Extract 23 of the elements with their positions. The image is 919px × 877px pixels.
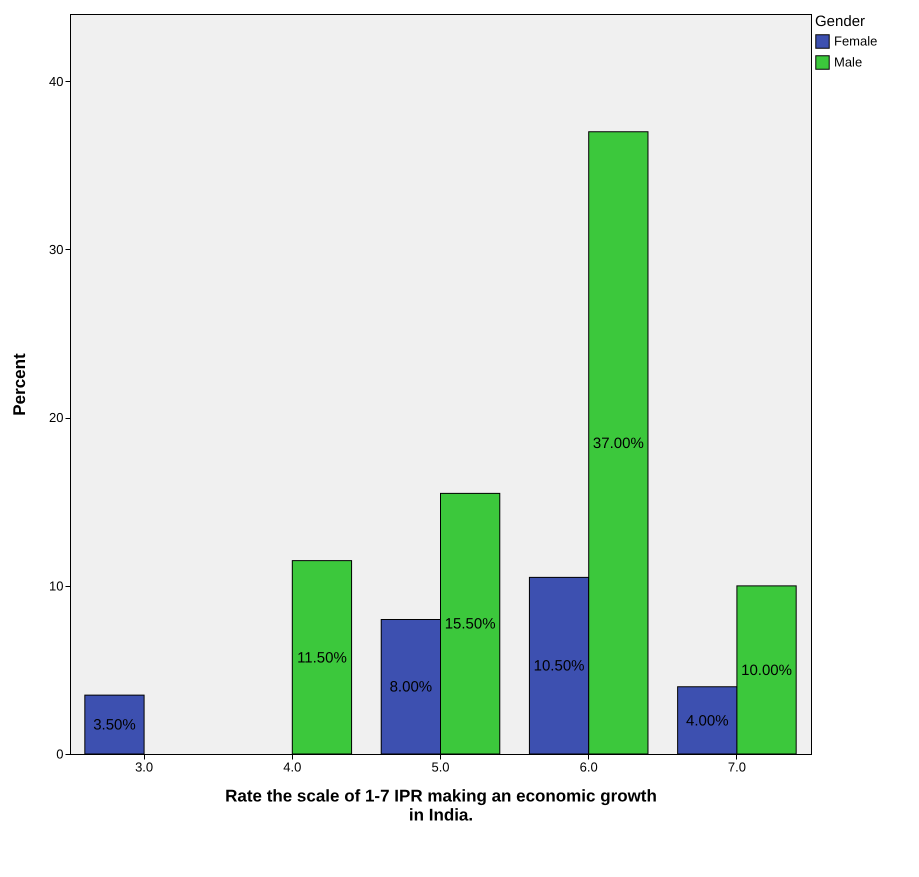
data-label: 4.00% (686, 712, 729, 730)
data-label: 10.50% (534, 658, 584, 675)
data-label: 8.00% (390, 678, 432, 696)
x-tick-label: 7.0 (728, 760, 746, 774)
y-tick-label: 30 (49, 242, 64, 257)
y-tick-label: 20 (49, 410, 64, 426)
y-tick-label: 0 (56, 746, 64, 762)
x-tick-label: 3.0 (135, 760, 154, 774)
y-tick-label: 40 (49, 74, 64, 89)
data-label: 10.00% (741, 662, 792, 679)
x-tick-label: 4.0 (283, 760, 302, 774)
data-label: 3.50% (93, 716, 136, 734)
legend-label: Male (834, 54, 862, 70)
x-tick-label: 6.0 (580, 760, 598, 774)
x-tick-label: 5.0 (431, 760, 450, 774)
y-tick-label: 10 (49, 578, 64, 594)
legend-label: Female (834, 34, 878, 48)
x-axis-title: Rate the scale of 1-7 IPR making an economic growth in India. (225, 786, 657, 824)
data-label: 11.50% (297, 649, 347, 666)
y-axis-title: Percent (10, 352, 30, 416)
data-label: 15.50% (444, 616, 496, 633)
legend-title: Gender (815, 13, 866, 30)
data-label: 37.00% (592, 434, 644, 452)
